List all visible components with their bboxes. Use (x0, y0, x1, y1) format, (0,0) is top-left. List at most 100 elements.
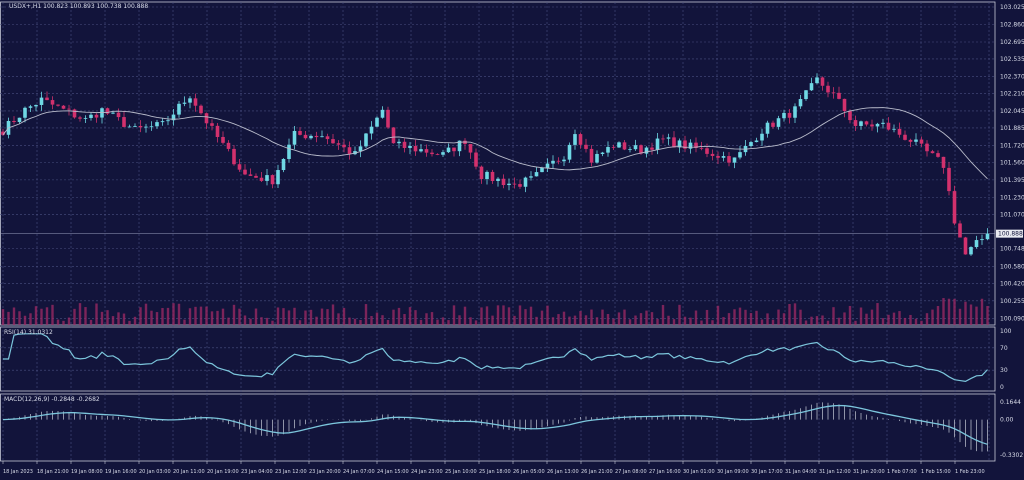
candle-bull (144, 126, 148, 128)
volume-bar (243, 315, 247, 325)
volume-bar (694, 310, 698, 325)
volume-bar (1, 309, 5, 325)
volume-bar (986, 306, 989, 325)
candle-bear (325, 136, 330, 140)
volume-bar (595, 317, 599, 325)
price-axis-label: 102.210 (1000, 90, 1024, 97)
volume-bar (975, 306, 978, 325)
candle-bear (930, 151, 935, 154)
volume-bar (227, 317, 230, 325)
price-axis-label: 102.860 (1000, 22, 1024, 29)
chart-header: USDX+,H1 100.823 100.893 100.738 100.888 (9, 3, 148, 10)
candle-bull (171, 114, 176, 121)
candle-bull (523, 177, 528, 187)
candle-bull (83, 117, 88, 119)
volume-bar (788, 303, 791, 325)
candle-bear (622, 142, 627, 150)
volume-bar (540, 310, 544, 325)
candle-bull (765, 122, 770, 134)
volume-bar (650, 312, 654, 325)
candle-bear (56, 104, 60, 106)
volume-bar (73, 308, 76, 325)
candle-bull (292, 130, 297, 145)
candle-bull (276, 170, 280, 185)
volume-bar (782, 313, 786, 325)
time-axis-label: 19 Jan 16:00 (105, 469, 137, 475)
candle-bull (89, 114, 93, 118)
candle-bear (699, 147, 704, 149)
candle-bear (50, 100, 55, 105)
price-axis-label: 100.420 (1000, 280, 1024, 287)
time-axis-label: 20 Jan 19:00 (207, 469, 239, 475)
candle-bear (925, 143, 929, 152)
volume-bar (12, 307, 16, 325)
candle-bull (633, 145, 638, 150)
candle-bull (457, 140, 462, 152)
price-axis-label: 102.370 (1000, 73, 1024, 80)
candle-bear (941, 156, 946, 168)
candle-bear (650, 147, 654, 150)
candle-bear (45, 97, 49, 101)
candle-bear (826, 85, 830, 93)
candle-bear (831, 92, 836, 94)
volume-bar (859, 307, 863, 325)
candle-bull (666, 137, 671, 139)
candle-bear (501, 178, 506, 186)
candle-bull (754, 140, 759, 143)
time-axis-label: 24 Jan 15:00 (377, 469, 409, 475)
time-axis-label: 24 Jan 23:00 (411, 469, 443, 475)
candle-bear (199, 105, 203, 114)
time-axis-label: 25 Jan 18:00 (479, 469, 511, 475)
volume-bar (760, 319, 764, 325)
candle-bear (864, 121, 869, 125)
candle-bull (529, 176, 533, 178)
volume-bar (705, 309, 709, 325)
candle-bull (595, 153, 599, 163)
volume-bar (804, 320, 808, 325)
candle-bear (342, 144, 346, 148)
macd-axis-label: 0.00 (1000, 417, 1014, 424)
candle-bear (232, 148, 236, 165)
candle-bull (804, 90, 808, 100)
volume-bar (634, 315, 637, 325)
candle-bull (375, 117, 379, 127)
time-axis-label: 30 Jan 01:00 (683, 469, 715, 475)
candle-bear (672, 137, 676, 148)
volume-bar (403, 314, 406, 325)
candle-bull (34, 104, 38, 107)
candle-bull (573, 134, 577, 145)
candle-bull (155, 122, 159, 127)
volume-bar (106, 310, 109, 325)
rsi-label: RSI(14) 31.0312 (4, 329, 53, 336)
volume-bar (84, 307, 87, 325)
volume-bar (265, 317, 269, 325)
candle-bull (980, 239, 984, 241)
volume-bar (210, 311, 214, 325)
time-axis-label: 1 Feb 15:00 (921, 469, 951, 475)
volume-bar (40, 308, 43, 325)
volume-bar (51, 304, 54, 325)
candle-bear (518, 184, 522, 187)
candle-bear (248, 174, 253, 176)
volume-bar (843, 312, 846, 325)
candle-bull (974, 240, 979, 248)
rsi-axis-label: 30 (1000, 367, 1008, 374)
candle-bull (798, 99, 803, 107)
volume-bar (777, 309, 780, 325)
time-axis-label: 27 Jan 16:00 (649, 469, 681, 475)
candle-bear (413, 145, 418, 152)
candle-bear (694, 142, 698, 148)
time-axis-label: 18 Jan 21:00 (37, 469, 69, 475)
macd-label: MACD(12,26,9) -0.2848 -0.2682 (4, 396, 100, 403)
candle-bull (551, 160, 555, 164)
candle-bear (556, 160, 561, 162)
candle-bull (655, 138, 660, 150)
volume-bar (529, 306, 533, 325)
current-price-marker (996, 229, 1023, 238)
volume-bar (348, 317, 351, 325)
candle-bull (760, 133, 764, 141)
candle-bear (452, 147, 456, 152)
candle-bull (177, 103, 181, 115)
